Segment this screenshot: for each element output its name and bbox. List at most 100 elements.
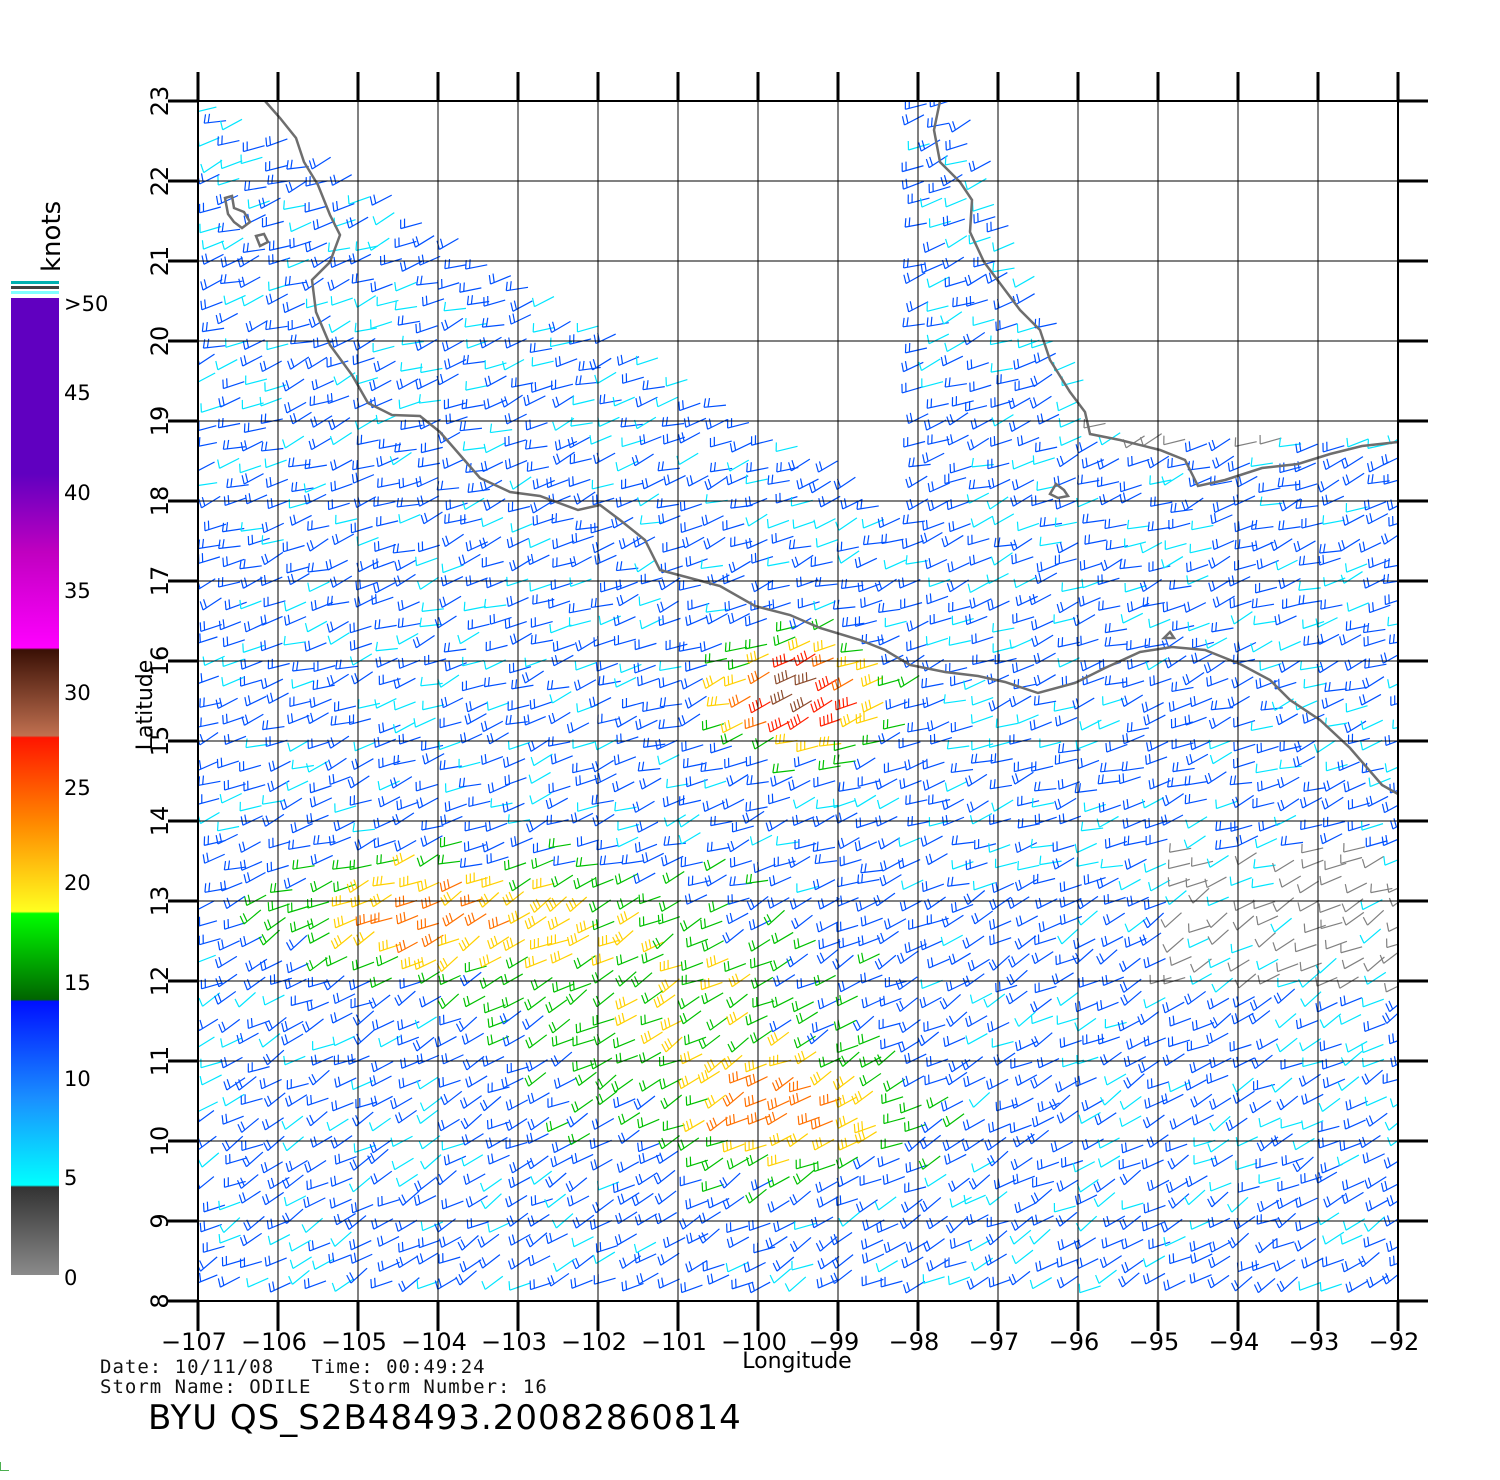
- wind-barb: [437, 1118, 460, 1132]
- lon-tick-label: −104: [401, 1328, 467, 1356]
- wind-barb: [906, 301, 929, 313]
- wind-barb: [942, 1113, 965, 1128]
- wind-barb: [1209, 1057, 1232, 1069]
- wind-barb: [412, 1036, 435, 1052]
- wind-barb: [640, 1014, 663, 1026]
- wind-barb: [1075, 1215, 1098, 1232]
- wind-barb: [1030, 1188, 1053, 1204]
- wind-barb: [1272, 859, 1295, 873]
- wind-barb: [483, 442, 506, 454]
- wind-barb: [1209, 1013, 1232, 1029]
- wind-barb: [945, 1217, 968, 1234]
- wind-barb: [594, 772, 617, 785]
- wind-barb: [200, 1058, 223, 1069]
- wind-barb: [576, 322, 599, 333]
- wind-barb: [354, 417, 378, 430]
- wind-barb: [414, 1177, 436, 1192]
- wind-barb: [465, 381, 488, 391]
- wind-barb: [598, 934, 621, 947]
- wind-barb: [1104, 518, 1127, 530]
- wind-barb: [508, 1176, 531, 1189]
- wind-barb: [198, 934, 221, 946]
- wind-barb: [621, 1280, 644, 1292]
- wind-barb: [1367, 557, 1391, 569]
- wind-barb: [286, 562, 309, 574]
- wind-barb: [441, 1141, 464, 1151]
- wind-barb: [1076, 635, 1099, 647]
- wind-barb: [260, 640, 283, 652]
- wind-barb: [1362, 1152, 1385, 1164]
- wind-barb: [1094, 1112, 1117, 1126]
- wind-barb: [570, 417, 593, 427]
- wind-barb: [1207, 1191, 1229, 1208]
- wind-barb: [1101, 974, 1125, 987]
- wind-barb: [422, 753, 445, 765]
- wind-barb: [919, 1134, 942, 1150]
- wind-barb: [1168, 1253, 1191, 1265]
- wind-barb: [964, 178, 987, 191]
- wind-barb: [1074, 783, 1098, 794]
- wind-barb: [418, 394, 442, 404]
- wind-barb: [590, 597, 614, 609]
- wind-barb: [372, 582, 396, 594]
- wind-barb: [633, 1095, 656, 1110]
- wind-barb: [1126, 658, 1150, 670]
- wind-barb: [746, 1154, 769, 1167]
- wind-barb: [877, 837, 901, 850]
- wind-barb: [1365, 1199, 1388, 1212]
- wind-barb: [1073, 938, 1096, 950]
- wind-barb: [463, 601, 486, 612]
- wind-barb: [745, 1073, 768, 1087]
- wind-barb: [658, 719, 681, 730]
- wind-barb: [638, 1051, 662, 1064]
- wind-barb: [1272, 1238, 1295, 1249]
- wind-barb: [198, 812, 220, 825]
- wind-barb: [767, 1097, 790, 1111]
- wind-barb: [860, 863, 883, 874]
- wind-barb: [241, 473, 264, 485]
- wind-barb: [750, 1179, 774, 1191]
- wind-barb: [698, 1034, 721, 1050]
- wind-barb: [748, 697, 771, 714]
- wind-barb: [706, 696, 730, 707]
- wind-barb: [986, 1078, 1009, 1090]
- wind-barb: [1104, 675, 1128, 686]
- wind-barb: [393, 677, 416, 689]
- wind-barb: [525, 1034, 548, 1049]
- wind-barb: [968, 234, 991, 245]
- wind-barb: [1011, 553, 1034, 565]
- wind-barb: [830, 1231, 853, 1246]
- wind-barb: [1078, 1283, 1101, 1294]
- wind-barb: [1338, 1014, 1362, 1025]
- wind-barb: [707, 1197, 730, 1209]
- wind-barb: [1206, 912, 1228, 929]
- wind-barb: [662, 871, 685, 884]
- wind-barb: [662, 796, 686, 808]
- wind-barb: [1295, 498, 1318, 509]
- wind-barb: [507, 700, 530, 711]
- wind-barb: [392, 812, 415, 826]
- wind-barb: [545, 1172, 567, 1188]
- wind-barb: [752, 997, 775, 1008]
- wind-barb: [766, 519, 790, 529]
- wind-barb: [621, 697, 644, 709]
- wind-barb: [1270, 538, 1293, 552]
- wind-barb: [793, 756, 817, 768]
- wind-barb: [922, 758, 945, 770]
- wind-barb: [1207, 1139, 1230, 1153]
- wind-barb: [1030, 838, 1053, 849]
- wind-barb: [1037, 1101, 1060, 1113]
- wind-barb: [749, 1030, 772, 1044]
- wind-barb: [591, 876, 614, 888]
- wind-barb: [416, 1279, 439, 1290]
- wind-barb: [815, 1236, 838, 1252]
- wind-barb: [1189, 1061, 1212, 1074]
- wind-barb: [617, 1192, 640, 1205]
- wind-barb: [990, 363, 1013, 373]
- wind-barb: [1206, 1032, 1229, 1045]
- wind-barb: [773, 856, 796, 868]
- wind-barb: [745, 801, 768, 812]
- wind-barb: [1050, 1141, 1074, 1153]
- wind-barb: [221, 1135, 244, 1152]
- wind-barb: [504, 618, 527, 630]
